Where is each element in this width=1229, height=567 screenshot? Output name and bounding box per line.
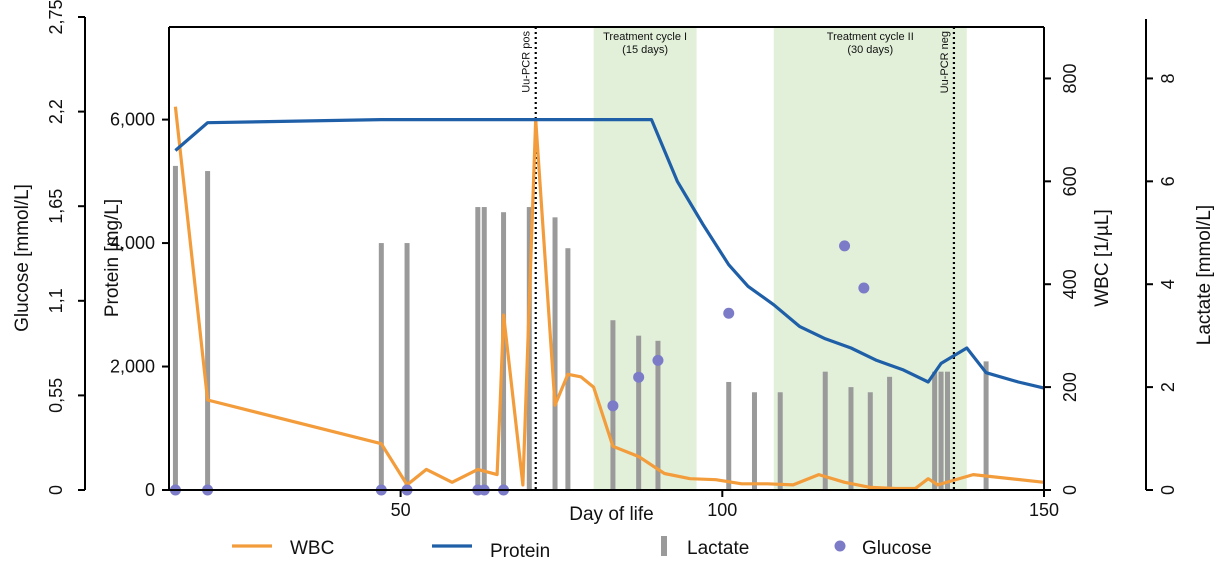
lactate-bar — [751, 392, 757, 490]
lactate-bar — [404, 243, 410, 490]
legend-label-wbc: WBC — [290, 538, 334, 559]
lactate-bar — [887, 376, 893, 490]
protein-tick-label: 0 — [145, 480, 155, 500]
lactate-bar — [983, 361, 989, 490]
glucose-tick-label: 1,65 — [46, 189, 66, 224]
protein-tick-label: 2,000 — [110, 357, 155, 377]
glucose-tick-label: 2,75 — [46, 0, 66, 35]
legend-label-protein: Protein — [490, 541, 550, 562]
glucose-point — [839, 240, 851, 252]
lactate-bar — [822, 371, 828, 490]
glucose-tick-label: 0 — [46, 485, 66, 495]
x-tick-label: 150 — [1029, 500, 1059, 520]
lactate-axis-label: Lactate [mmol/L] — [1194, 205, 1215, 345]
lactate-bar — [475, 207, 481, 491]
treatment-region-1 — [593, 27, 697, 490]
glucose-point — [652, 354, 664, 366]
x-axis-label: Day of life — [569, 504, 653, 525]
glucose-points — [169, 240, 870, 496]
lactate-tick-label: 0 — [1158, 485, 1178, 495]
lactate-bar — [205, 171, 211, 491]
pcr-marker-label: Uu-PCR neg — [939, 31, 951, 93]
lactate-tick-label: 6 — [1158, 176, 1178, 186]
lactate-bar — [552, 217, 558, 490]
legend-label-lactate: Lactate — [687, 538, 749, 559]
lactate-tick-label: 2 — [1158, 382, 1178, 392]
glucose-point — [607, 400, 619, 412]
lactate-bar — [932, 371, 938, 490]
treatment-region-label: (15 days) — [622, 44, 668, 56]
series-lines — [173, 106, 1045, 491]
wbc-tick-label: 800 — [1060, 63, 1080, 93]
lactate-tick-label: 8 — [1158, 73, 1178, 83]
wbc-tick-label: 200 — [1060, 372, 1080, 402]
x-tick-label: 100 — [707, 500, 737, 520]
glucose-point — [858, 282, 870, 294]
wbc-line — [173, 106, 1045, 491]
axes: 50 100 150 Day of life 0 2,000 4,000 6,000 Prote… — [12, 0, 1215, 525]
lactate-bar — [481, 207, 487, 491]
treatment-region-label: (30 days) — [847, 44, 893, 56]
glucose-tick-label: 2,2 — [46, 99, 66, 124]
wbc-tick-label: 400 — [1060, 269, 1080, 299]
lactate-bar — [867, 392, 873, 490]
treatment-region-label: Treatment cycle II — [827, 31, 914, 43]
lactate-bar — [938, 371, 944, 490]
lactate-bar — [526, 207, 532, 491]
lactate-bar — [655, 340, 661, 490]
lactate-bar — [944, 371, 950, 490]
wbc-tick-label: 0 — [1060, 485, 1080, 495]
glucose-tick-label: 0,55 — [46, 378, 66, 413]
lactate-bar — [777, 392, 783, 490]
legend-swatch-lactate — [661, 536, 667, 556]
legend-swatch-glucose — [834, 540, 846, 552]
glucose-point — [633, 371, 645, 383]
wbc-tick-label: 600 — [1060, 166, 1080, 196]
glucose-axis-label: Glucose [mmol/L] — [12, 184, 33, 332]
protein-axis-label: Protein [mg/L] — [102, 199, 123, 317]
lactate-bar — [848, 387, 854, 490]
glucose-tick-label: 1,1 — [46, 288, 66, 313]
protein-tick-label: 4,000 — [110, 233, 155, 253]
lactate-tick-label: 4 — [1158, 279, 1178, 289]
protein-tick-label: 6,000 — [110, 110, 155, 130]
treatment-region-label: Treatment cycle I — [603, 31, 687, 43]
glucose-point — [723, 307, 735, 319]
lactate-bar — [726, 381, 732, 490]
lactate-bar — [172, 165, 178, 490]
lactate-bar — [636, 335, 642, 490]
legend-label-glucose: Glucose — [862, 538, 932, 559]
lactate-bar — [378, 243, 384, 490]
legend: WBC Protein Lactate Glucose — [232, 536, 932, 562]
protein-line — [174, 117, 1045, 390]
x-tick-label: 50 — [391, 500, 411, 520]
lactate-bar — [565, 248, 571, 490]
vertical-lines: Uu-PCR pos Uu-PCR neg — [521, 27, 956, 490]
wbc-axis-label: WBC [1/µL] — [1092, 209, 1113, 307]
pcr-marker-label: Uu-PCR pos — [521, 31, 533, 93]
